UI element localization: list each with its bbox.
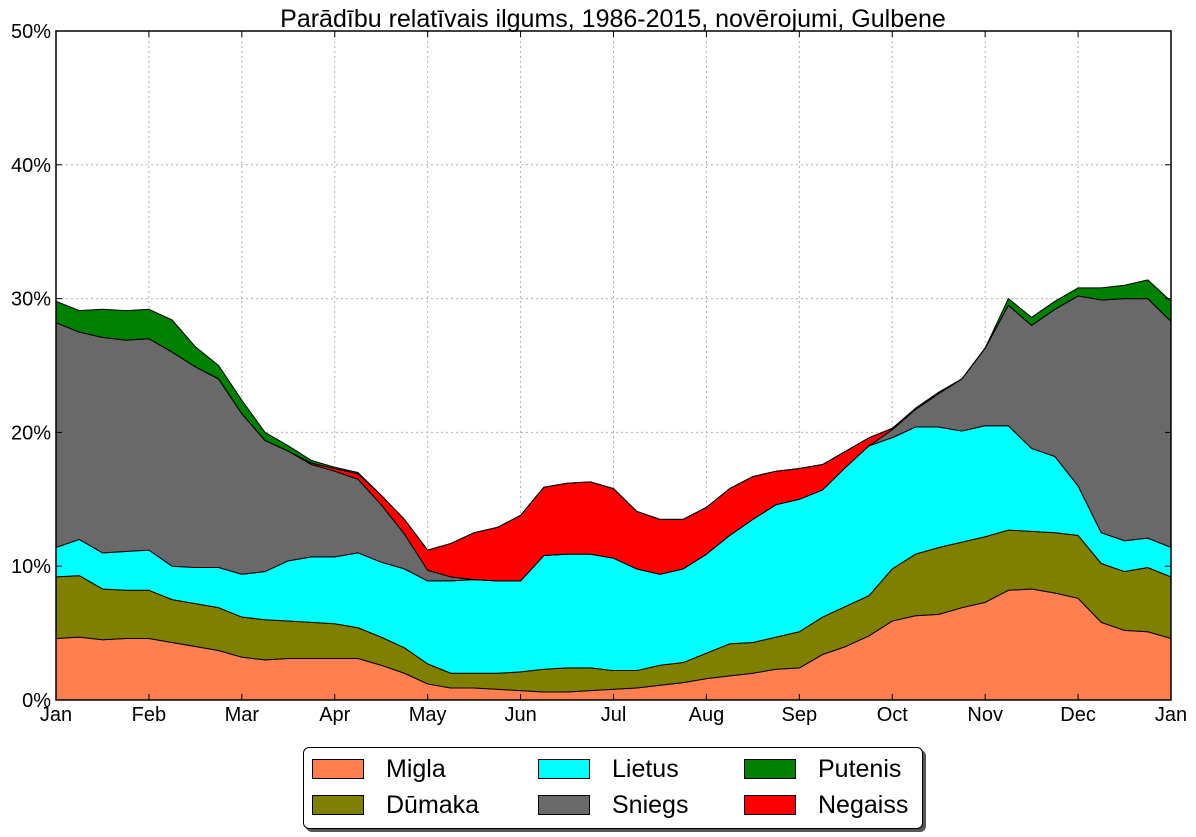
- tick-layer: Jan Feb Mar Apr May Jun Jul Aug Sep Oct Nov Dec Jan0…: [11, 21, 1187, 726]
- x-tick-label: Apr: [319, 704, 350, 726]
- legend-item-negaiss: Negaiss: [744, 790, 908, 820]
- chart-title: Parādību relatīvais ilgums, 1986-2015, n…: [280, 5, 946, 33]
- x-tick-label: Aug: [689, 704, 725, 726]
- legend-label: Dūmaka: [386, 791, 480, 819]
- y-tick-label: 20%: [11, 422, 51, 444]
- x-tick-label: May: [409, 704, 447, 726]
- y-tick-label: 10%: [11, 556, 51, 578]
- legend-label: Lietus: [612, 755, 679, 783]
- legend-swatch-dumaka: [312, 795, 364, 815]
- x-tick-label: Nov: [967, 704, 1003, 726]
- y-tick-label: 40%: [11, 155, 51, 177]
- y-tick-label: 30%: [11, 289, 51, 311]
- x-tick-label: Jun: [504, 704, 536, 726]
- x-tick-label: Jan: [40, 704, 72, 726]
- legend: Migla Dūmaka Lietus Sniegs Putenis Negai…: [303, 747, 923, 829]
- x-tick-label: Sep: [782, 704, 818, 726]
- legend-label: Negaiss: [818, 791, 909, 819]
- legend-item-lietus: Lietus: [538, 754, 679, 784]
- legend-label: Migla: [386, 755, 446, 783]
- legend-swatch-lietus: [538, 759, 590, 779]
- x-tick-label: Jan: [1155, 704, 1187, 726]
- y-tick-label: 0%: [22, 690, 51, 712]
- x-tick-label: Oct: [877, 704, 909, 726]
- area-layer: [55, 279, 1172, 701]
- legend-item-putenis: Putenis: [744, 754, 901, 784]
- x-tick-label: Jul: [601, 704, 627, 726]
- legend-item-dumaka: Dūmaka: [312, 790, 479, 820]
- x-tick-label: Dec: [1060, 704, 1096, 726]
- legend-item-migla: Migla: [312, 754, 446, 784]
- legend-swatch-negaiss: [744, 795, 796, 815]
- legend-label: Sniegs: [612, 791, 689, 819]
- legend-label: Putenis: [818, 755, 902, 783]
- legend-swatch-sniegs: [538, 795, 590, 815]
- x-tick-label: Mar: [225, 704, 260, 726]
- y-tick-label: 50%: [11, 21, 51, 43]
- legend-item-sniegs: Sniegs: [538, 790, 688, 820]
- legend-swatch-migla: [312, 759, 364, 779]
- x-tick-label: Feb: [132, 704, 166, 726]
- legend-swatch-putenis: [744, 759, 796, 779]
